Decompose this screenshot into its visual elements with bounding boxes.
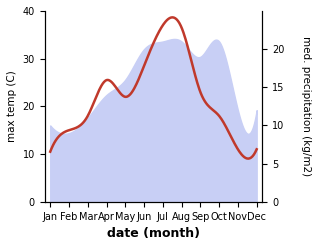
Y-axis label: med. precipitation (kg/m2): med. precipitation (kg/m2) — [301, 36, 311, 176]
X-axis label: date (month): date (month) — [107, 227, 200, 240]
Y-axis label: max temp (C): max temp (C) — [7, 70, 17, 142]
